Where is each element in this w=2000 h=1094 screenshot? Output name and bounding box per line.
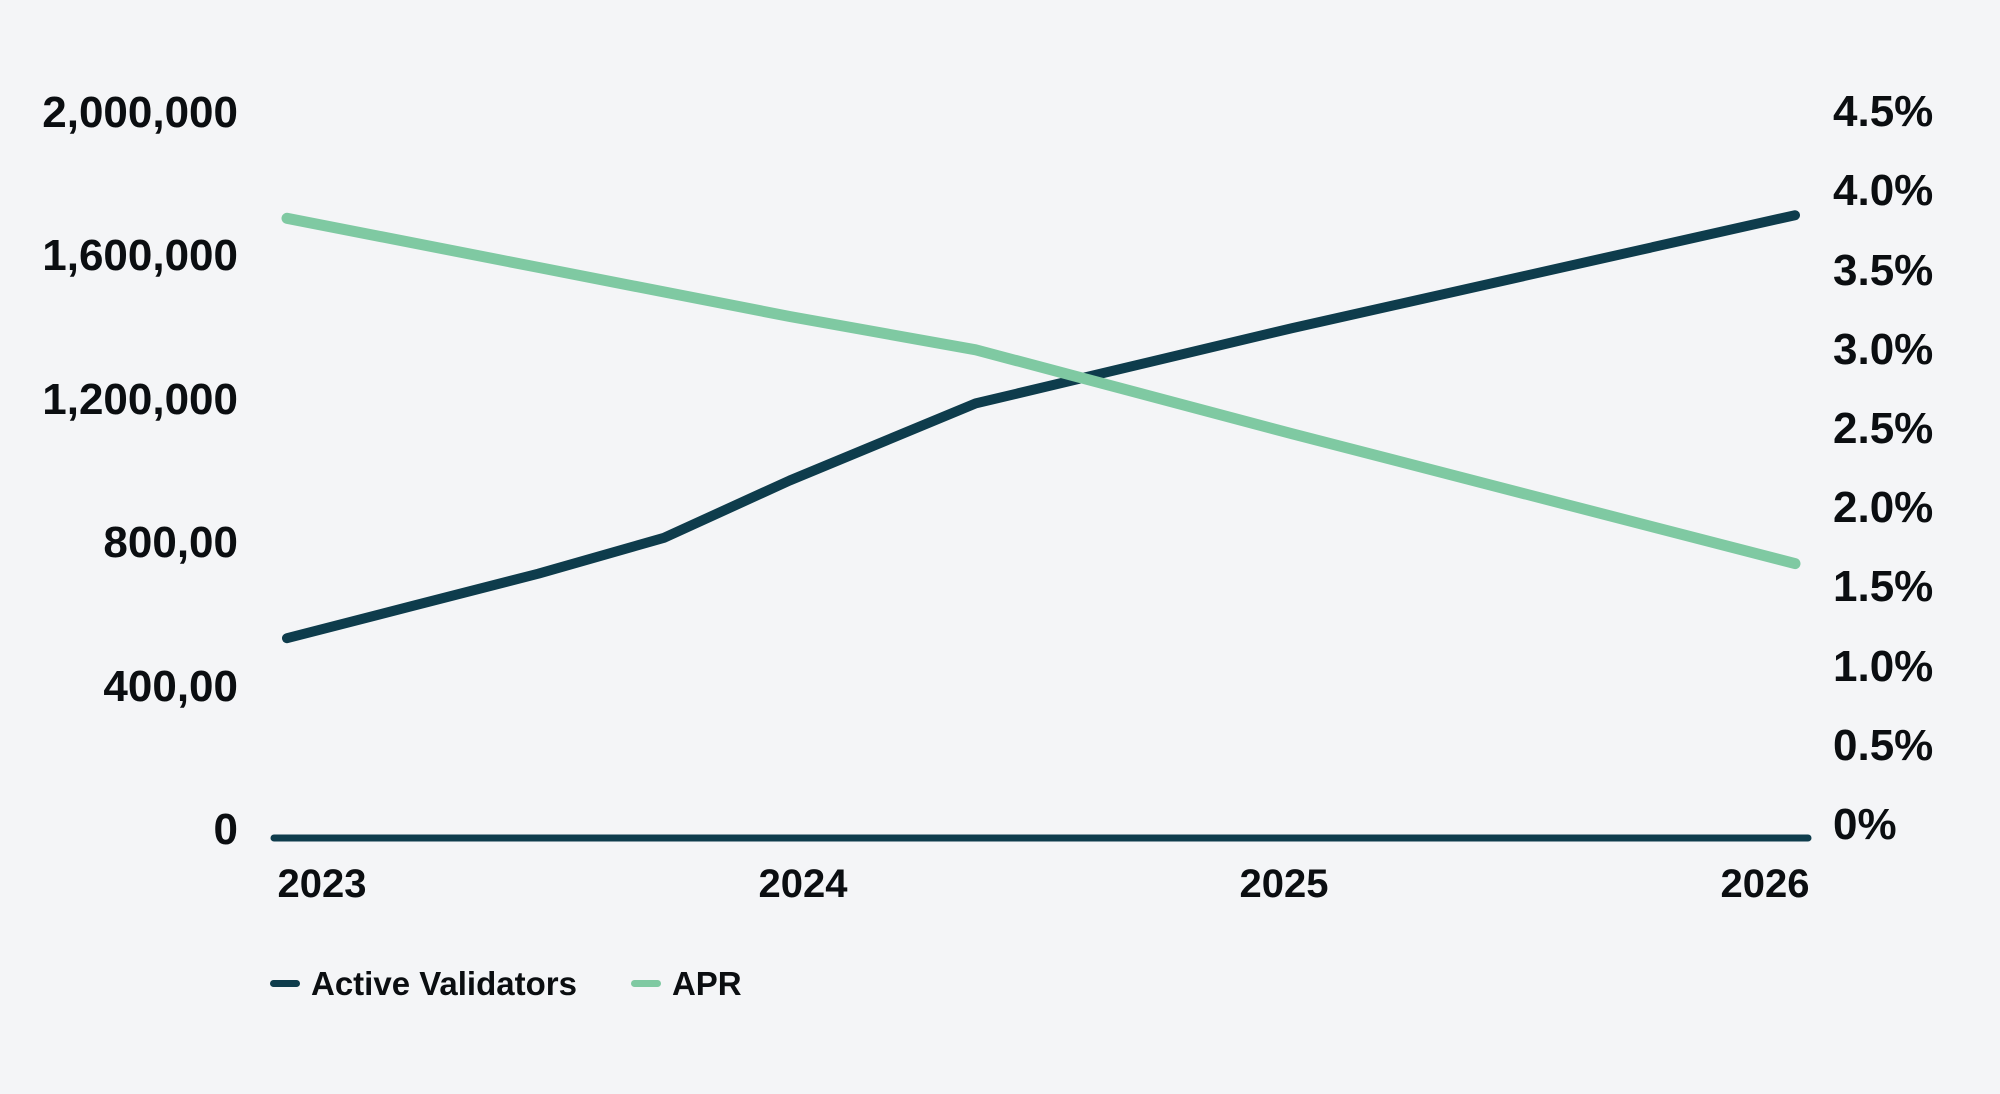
active-validators-line bbox=[282, 210, 1800, 644]
right-axis-tick: 0.5% bbox=[1833, 720, 1934, 770]
x-axis-tick: 2026 bbox=[1720, 862, 1810, 906]
legend: Active Validators APR bbox=[270, 962, 742, 1004]
left-axis-tick: 0 bbox=[213, 805, 238, 854]
legend-item-apr: APR bbox=[630, 964, 742, 1002]
left-axis-tick: 1,200,000 bbox=[42, 374, 238, 424]
apr-line bbox=[281, 212, 1801, 570]
left-axis-tick: 400,00 bbox=[103, 661, 238, 711]
left-axis-tick: 1,600,000 bbox=[42, 231, 238, 281]
right-axis-tick: 2.0% bbox=[1833, 483, 1934, 533]
right-axis-tick: 0% bbox=[1833, 800, 1897, 849]
legend-item-active-validators: Active Validators bbox=[270, 967, 577, 1000]
right-axis-tick: 3.5% bbox=[1833, 245, 1934, 295]
active-validators-line-swatch bbox=[270, 979, 300, 987]
right-axis-tick: 4.5% bbox=[1833, 87, 1934, 137]
right-axis-tick: 1.0% bbox=[1833, 641, 1934, 691]
right-axis-tick: 2.5% bbox=[1833, 404, 1934, 453]
left-axis-tick: 800,00 bbox=[103, 518, 238, 568]
right-axis-tick: 4.0% bbox=[1833, 166, 1934, 216]
left-axis-tick: 2,000,000 bbox=[42, 88, 238, 137]
legend-label-apr: APR bbox=[671, 964, 742, 1002]
right-axis-tick: 1.5% bbox=[1833, 562, 1934, 612]
right-axis-tick: 3.0% bbox=[1833, 324, 1934, 374]
x-axis-tick: 2024 bbox=[758, 862, 848, 906]
apr-line-swatch bbox=[630, 979, 661, 987]
legend-label-active-validators: Active Validators bbox=[311, 964, 577, 1002]
x-axis-tick: 2023 bbox=[277, 862, 367, 906]
x-axis-tick: 2025 bbox=[1239, 862, 1329, 906]
